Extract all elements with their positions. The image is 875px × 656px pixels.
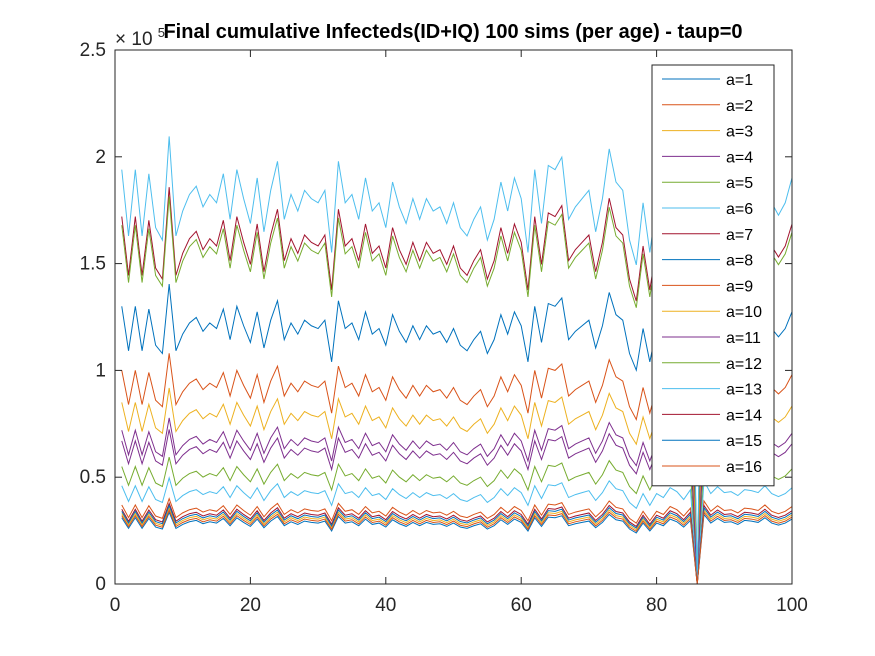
axes-group: 0 20 40 60 80 100 0 0.5 1 1.5 2 2.5 bbox=[80, 40, 808, 616]
x-tick-label: 60 bbox=[511, 595, 532, 616]
legend-label-a=7: a=7 bbox=[726, 227, 753, 244]
x-tick-label: 20 bbox=[240, 595, 261, 616]
y-tick-label: 2.5 bbox=[80, 40, 106, 61]
legend-label-a=1: a=1 bbox=[726, 72, 753, 89]
y-tick-label: 1 bbox=[95, 360, 106, 381]
y-exponent-base: × 10 bbox=[115, 29, 153, 50]
series-line-a=6 bbox=[121, 476, 793, 585]
legend-label-a=2: a=2 bbox=[726, 98, 753, 115]
series-line-a=3 bbox=[121, 506, 793, 585]
legend-label-a=4: a=4 bbox=[726, 149, 753, 166]
series-line-a=15 bbox=[121, 504, 793, 585]
x-tick-label: 80 bbox=[646, 595, 667, 616]
y-exponent-power: 5 bbox=[158, 25, 165, 40]
legend-label-a=3: a=3 bbox=[726, 124, 753, 141]
legend-label-a=14: a=14 bbox=[726, 407, 762, 424]
legend-label-a=15: a=15 bbox=[726, 433, 762, 450]
axes-box bbox=[114, 49, 793, 585]
legend-label-a=12: a=12 bbox=[726, 356, 762, 373]
legend-label-a=8: a=8 bbox=[726, 253, 753, 270]
legend-label-a=5: a=5 bbox=[726, 175, 753, 192]
y-tick-label: 1.5 bbox=[80, 254, 106, 275]
y-tick-label: 0 bbox=[95, 574, 106, 595]
x-tick-label: 0 bbox=[110, 595, 121, 616]
legend-label-a=10: a=10 bbox=[726, 304, 762, 321]
legend-label-a=9: a=9 bbox=[726, 278, 753, 295]
legend: a=1 a=2 a=3 a=4 a=5 a=6 a=7 a=8 a=9 a=10 a=11 a=12 a… bbox=[651, 64, 775, 487]
legend-label-a=11: a=11 bbox=[726, 330, 761, 347]
legend-label-a=16: a=16 bbox=[726, 459, 762, 476]
series-line-a=1 bbox=[121, 511, 793, 585]
x-tick-label: 100 bbox=[776, 595, 808, 616]
legend-label-a=6: a=6 bbox=[726, 201, 753, 218]
legend-label-a=13: a=13 bbox=[726, 382, 762, 399]
y-tick-label: 2 bbox=[95, 147, 106, 168]
y-exponent: × 10 5 bbox=[115, 25, 165, 50]
series-line-a=16 bbox=[121, 508, 793, 585]
series-line-a=2 bbox=[121, 497, 793, 585]
y-tick-label: 0.5 bbox=[80, 467, 106, 488]
series-line-a=14 bbox=[121, 501, 793, 585]
legend-box bbox=[651, 64, 775, 487]
chart-title: Final cumulative Infecteds(ID+IQ) 100 si… bbox=[163, 21, 742, 43]
x-tick-label: 40 bbox=[375, 595, 396, 616]
